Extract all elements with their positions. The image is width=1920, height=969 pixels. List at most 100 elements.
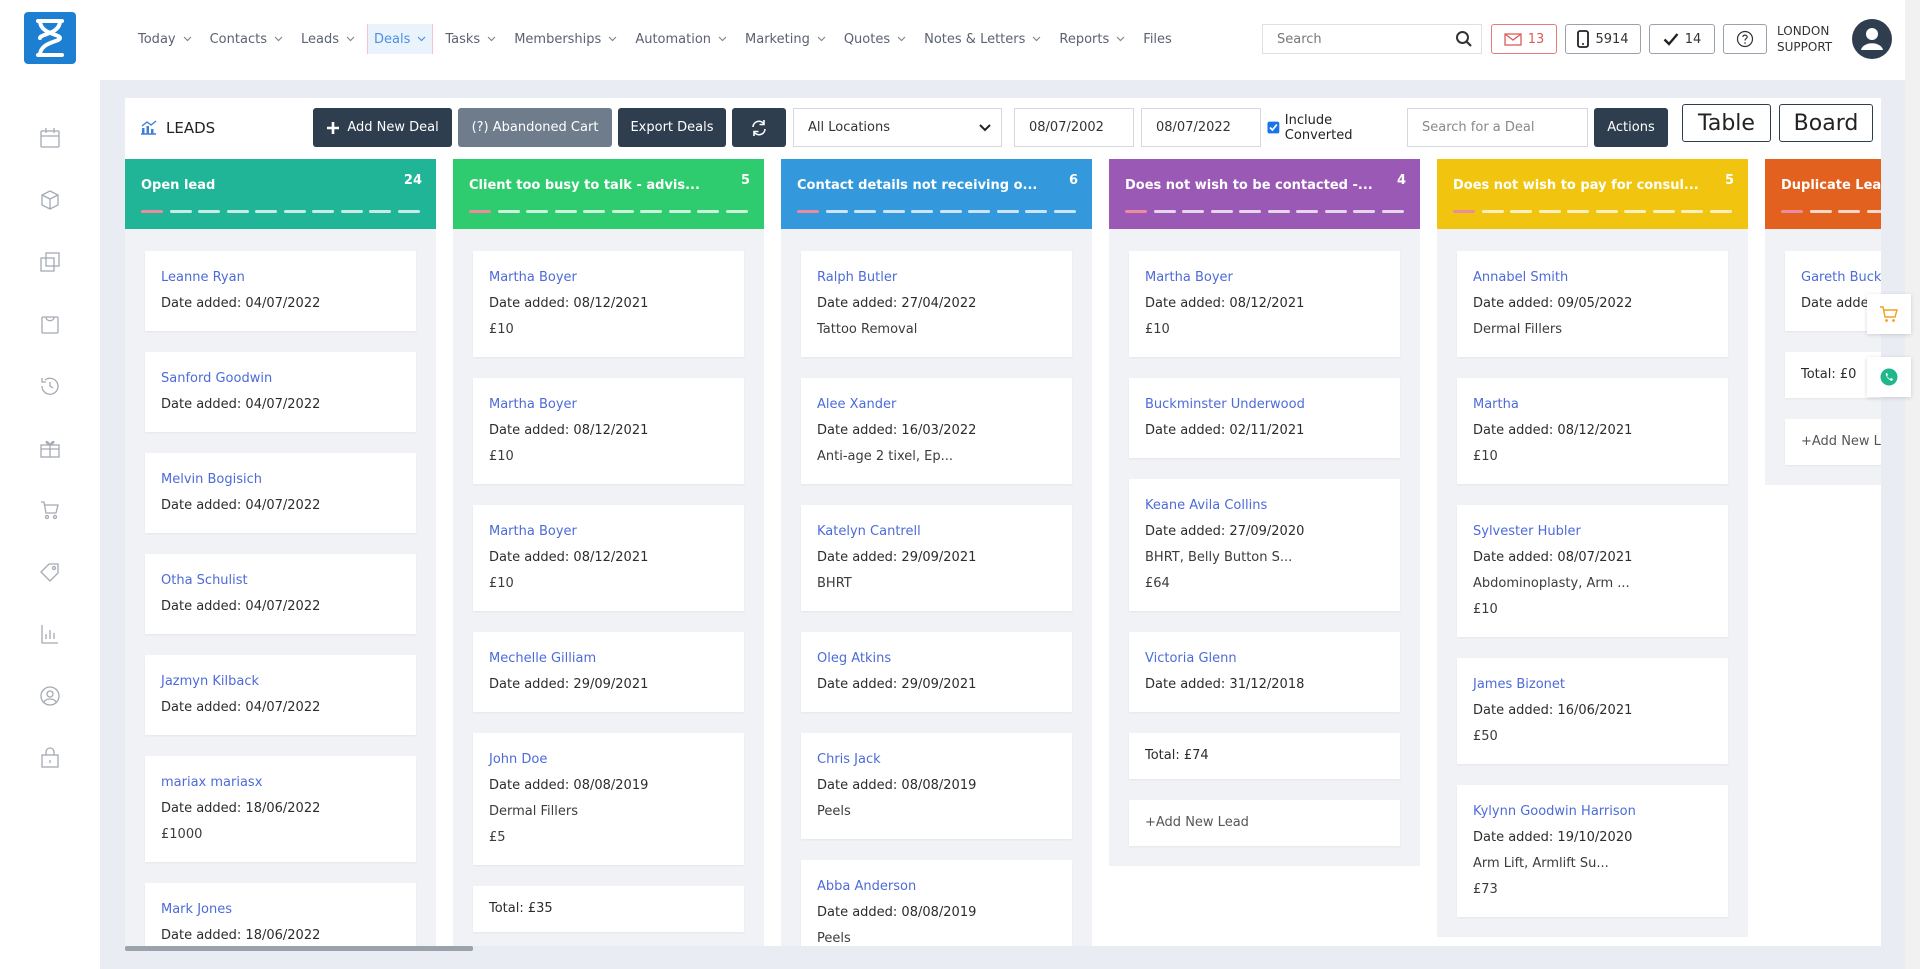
- nav-item[interactable]: Leads: [295, 24, 361, 54]
- lead-card[interactable]: Martha Date added: 08/12/2021 £10: [1457, 378, 1728, 484]
- lead-name[interactable]: Gareth Buck: [1801, 270, 1881, 285]
- lead-card[interactable]: mariax mariasx Date added: 18/06/2022 £100…: [145, 756, 416, 862]
- nav-item[interactable]: Notes & Letters: [918, 24, 1047, 54]
- sidebar-icon[interactable]: [38, 684, 62, 708]
- cart-float-button[interactable]: [1867, 294, 1911, 334]
- lead-card[interactable]: John Doe Date added: 08/08/2019 Dermal Fil…: [473, 733, 744, 865]
- lead-name[interactable]: Annabel Smith: [1473, 270, 1569, 285]
- abandoned-cart-button[interactable]: (?) Abandoned Cart: [458, 108, 612, 147]
- deal-search[interactable]: Search for a Deal: [1407, 108, 1588, 147]
- lead-name[interactable]: Katelyn Cantrell: [817, 524, 921, 539]
- add-lead-button[interactable]: +Add New Lead: [1129, 800, 1400, 846]
- lead-name[interactable]: Kylynn Goodwin Harrison: [1473, 804, 1636, 819]
- add-deal-button[interactable]: Add New Deal: [313, 108, 452, 147]
- actions-button[interactable]: Actions: [1594, 108, 1668, 147]
- lead-card[interactable]: Sylvester Hubler Date added: 08/07/2021 Ab…: [1457, 505, 1728, 637]
- lead-name[interactable]: Melvin Bogisich: [161, 472, 263, 487]
- nav-item[interactable]: Tasks: [439, 24, 502, 54]
- lead-card[interactable]: Buckminster Underwood Date added: 02/11/2…: [1129, 378, 1400, 458]
- export-button[interactable]: Export Deals: [618, 108, 726, 147]
- lead-card[interactable]: Melvin Bogisich Date added: 04/07/2022: [145, 453, 416, 533]
- lead-name[interactable]: Mechelle Gilliam: [489, 651, 597, 666]
- lead-name[interactable]: mariax mariasx: [161, 775, 263, 790]
- avatar[interactable]: [1852, 19, 1893, 59]
- date-from[interactable]: 08/07/2002: [1014, 108, 1134, 147]
- table-view-button[interactable]: Table: [1682, 104, 1771, 142]
- lead-card[interactable]: Gareth Buck Date adde: [1785, 251, 1881, 331]
- tasks-button[interactable]: 14: [1649, 24, 1715, 54]
- user-name[interactable]: LONDON SUPPORT: [1777, 23, 1832, 55]
- horizontal-scroll-thumb[interactable]: [125, 946, 473, 951]
- lead-name[interactable]: Oleg Atkins: [817, 651, 892, 666]
- lead-name[interactable]: Martha Boyer: [1145, 270, 1233, 285]
- lead-card[interactable]: Kylynn Goodwin Harrison Date added: 19/10…: [1457, 785, 1728, 917]
- sidebar-icon[interactable]: [38, 374, 62, 398]
- lead-card[interactable]: Martha Boyer Date added: 08/12/2021 £10: [1129, 251, 1400, 357]
- lead-name[interactable]: Martha Boyer: [489, 397, 577, 412]
- board-view-button[interactable]: Board: [1779, 104, 1873, 142]
- lead-name[interactable]: Leanne Ryan: [161, 270, 245, 285]
- lead-card[interactable]: Mechelle Gilliam Date added: 29/09/2021: [473, 632, 744, 712]
- lead-card[interactable]: Martha Boyer Date added: 08/12/2021 £10: [473, 505, 744, 611]
- lead-name[interactable]: Jazmyn Kilback: [161, 674, 259, 689]
- lead-name[interactable]: Sylvester Hubler: [1473, 524, 1581, 539]
- lead-name[interactable]: John Doe: [489, 752, 548, 767]
- phone-float-button[interactable]: [1867, 357, 1911, 397]
- sidebar-icon[interactable]: [38, 622, 62, 646]
- lead-card[interactable]: Victoria Glenn Date added: 31/12/2018: [1129, 632, 1400, 712]
- nav-item[interactable]: Quotes: [838, 24, 912, 54]
- lead-name[interactable]: Chris Jack: [817, 752, 881, 767]
- header-search[interactable]: Search: [1262, 24, 1482, 54]
- sidebar-icon[interactable]: [38, 746, 62, 770]
- include-converted[interactable]: Include Converted: [1267, 108, 1402, 147]
- lead-card[interactable]: Oleg Atkins Date added: 29/09/2021: [801, 632, 1072, 712]
- sidebar-icon[interactable]: [38, 312, 62, 336]
- lead-card[interactable]: Martha Boyer Date added: 08/12/2021 £10: [473, 251, 744, 357]
- lead-name[interactable]: Martha: [1473, 397, 1519, 412]
- lead-card[interactable]: Leanne Ryan Date added: 04/07/2022: [145, 251, 416, 331]
- mail-button[interactable]: 13: [1491, 24, 1557, 54]
- lead-card[interactable]: Alee Xander Date added: 16/03/2022 Anti-ag…: [801, 378, 1072, 484]
- lead-card[interactable]: Sanford Goodwin Date added: 04/07/2022: [145, 352, 416, 432]
- lead-name[interactable]: Otha Schulist: [161, 573, 248, 588]
- lead-name[interactable]: Mark Jones: [161, 902, 232, 917]
- lead-card[interactable]: Chris Jack Date added: 08/08/2019 Peels: [801, 733, 1072, 839]
- phone-button[interactable]: 5914: [1565, 24, 1641, 54]
- lead-card[interactable]: Annabel Smith Date added: 09/05/2022 Derma…: [1457, 251, 1728, 357]
- lead-card[interactable]: Keane Avila Collins Date added: 27/09/202…: [1129, 479, 1400, 611]
- sidebar-icon[interactable]: [38, 250, 62, 274]
- nav-item[interactable]: Marketing: [739, 24, 832, 54]
- location-select[interactable]: All Locations: [793, 108, 1002, 147]
- lead-name[interactable]: Martha Boyer: [489, 524, 577, 539]
- checkbox[interactable]: [1267, 121, 1280, 134]
- add-lead-button[interactable]: +Add New L: [1785, 419, 1881, 465]
- lead-name[interactable]: Abba Anderson: [817, 879, 917, 894]
- nav-item[interactable]: Automation: [629, 24, 733, 54]
- lead-name[interactable]: Ralph Butler: [817, 270, 898, 285]
- sidebar-icon[interactable]: [38, 498, 62, 522]
- logo[interactable]: [24, 12, 76, 64]
- nav-item[interactable]: Contacts: [204, 24, 289, 54]
- lead-card[interactable]: Otha Schulist Date added: 04/07/2022: [145, 554, 416, 634]
- nav-item[interactable]: Files: [1137, 24, 1178, 54]
- lead-card[interactable]: Ralph Butler Date added: 27/04/2022 Tattoo…: [801, 251, 1072, 357]
- sidebar-icon[interactable]: [38, 126, 62, 150]
- nav-item[interactable]: Today: [132, 24, 198, 54]
- lead-name[interactable]: Victoria Glenn: [1145, 651, 1237, 666]
- help-button[interactable]: [1723, 24, 1767, 54]
- lead-name[interactable]: Keane Avila Collins: [1145, 498, 1268, 513]
- sidebar-icon[interactable]: [38, 436, 62, 460]
- lead-name[interactable]: Sanford Goodwin: [161, 371, 273, 386]
- nav-item[interactable]: Deals: [366, 24, 434, 54]
- lead-name[interactable]: Alee Xander: [817, 397, 897, 412]
- nav-item[interactable]: Memberships: [508, 24, 623, 54]
- sidebar-icon[interactable]: [38, 560, 62, 584]
- lead-card[interactable]: Martha Boyer Date added: 08/12/2021 £10: [473, 378, 744, 484]
- lead-card[interactable]: Katelyn Cantrell Date added: 29/09/2021 BH…: [801, 505, 1072, 611]
- lead-card[interactable]: James Bizonet Date added: 16/06/2021 £50: [1457, 658, 1728, 764]
- nav-item[interactable]: Reports: [1053, 24, 1131, 54]
- date-to[interactable]: 08/07/2022: [1141, 108, 1261, 147]
- sidebar-icon[interactable]: [38, 188, 62, 212]
- lead-card[interactable]: Jazmyn Kilback Date added: 04/07/2022: [145, 655, 416, 735]
- lead-card[interactable]: Mark Jones Date added: 18/06/2022: [145, 883, 416, 946]
